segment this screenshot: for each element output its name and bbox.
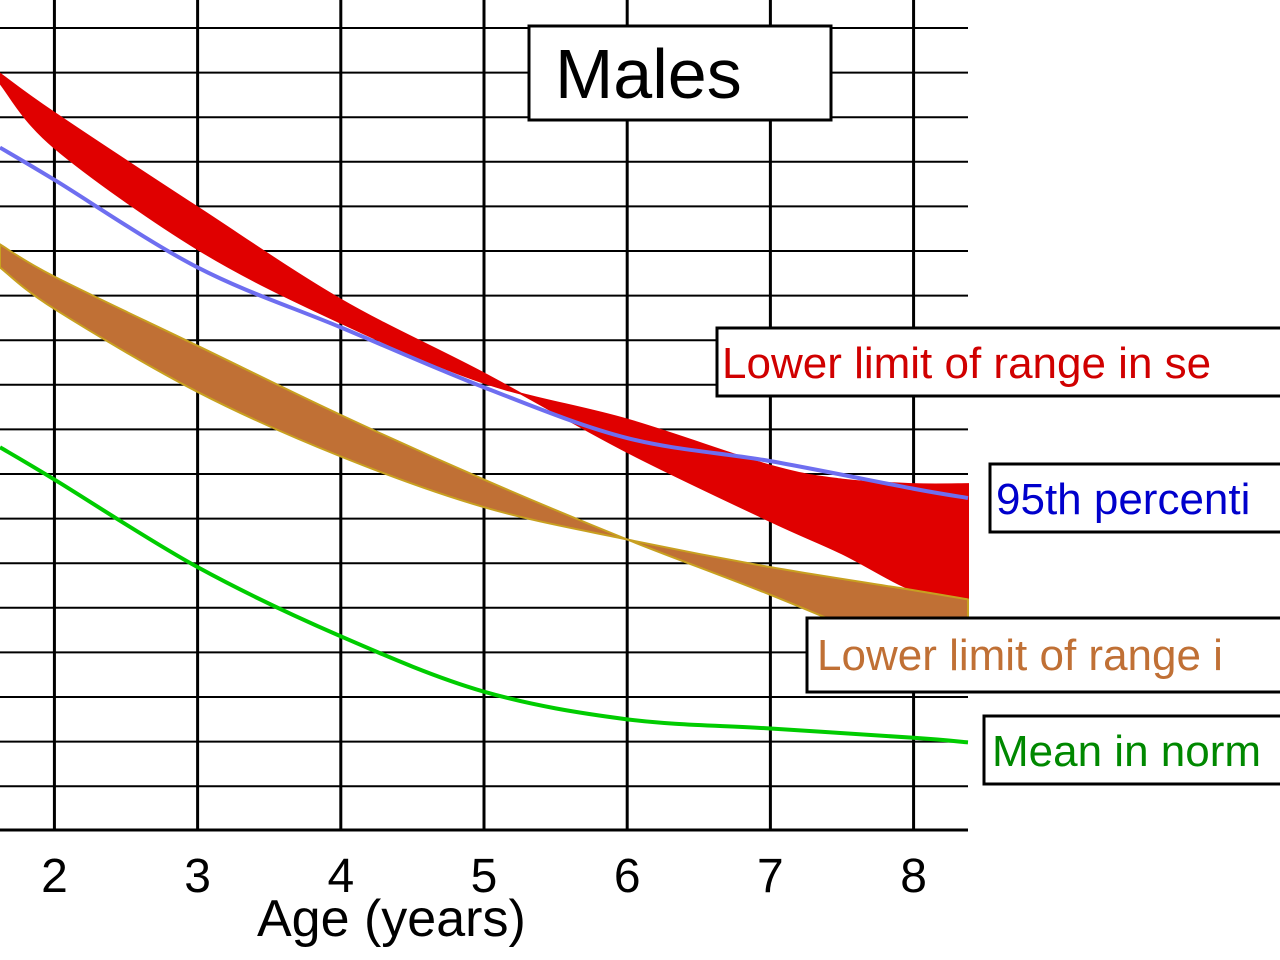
chart-title: Males bbox=[527, 24, 833, 122]
legend-green-line: Mean in norm bbox=[982, 714, 1280, 786]
x-tick-label: 6 bbox=[614, 850, 641, 903]
x-tick-label: 4 bbox=[327, 850, 354, 903]
x-tick-label: 3 bbox=[184, 850, 211, 903]
legend-green-line-label: Mean in norm bbox=[992, 727, 1261, 776]
x-tick-label: 7 bbox=[757, 850, 784, 903]
legend-orange-band: Lower limit of range i bbox=[805, 616, 1280, 694]
x-tick-label: 2 bbox=[41, 850, 68, 903]
x-axis-title: Age (years) bbox=[257, 890, 526, 948]
data-bands bbox=[0, 72, 969, 680]
legend-blue-line: 95th percenti bbox=[988, 462, 1280, 534]
gridlines bbox=[0, 0, 968, 832]
series-line-95th bbox=[0, 145, 969, 500]
legend-red-band: Lower limit of range in se bbox=[715, 326, 1280, 398]
legend-red-band-label: Lower limit of range in se bbox=[722, 339, 1211, 388]
band-red bbox=[0, 72, 969, 601]
x-tick-label: 8 bbox=[900, 850, 927, 903]
series-line-mean bbox=[0, 445, 969, 745]
legend-blue-line-label: 95th percenti bbox=[996, 475, 1250, 524]
x-tick-label: 5 bbox=[471, 850, 498, 903]
band-orange bbox=[0, 243, 969, 680]
chart-title-text: Males bbox=[555, 35, 742, 113]
legend-orange-band-label: Lower limit of range i bbox=[817, 631, 1223, 680]
data-series bbox=[0, 145, 969, 745]
x-tick-labels: 2 3 4 5 6 7 8 bbox=[41, 850, 927, 903]
